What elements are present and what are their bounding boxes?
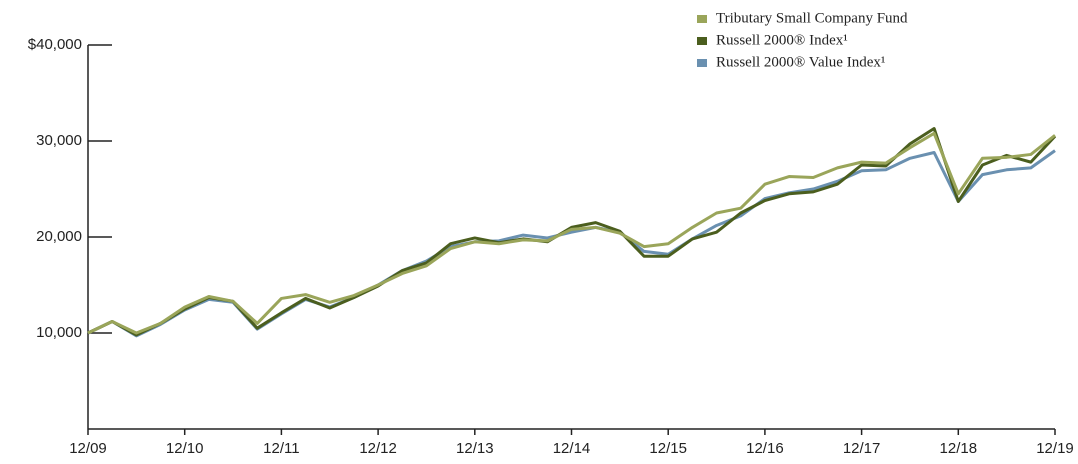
legend-swatch: [697, 37, 707, 45]
legend-swatch: [697, 15, 707, 23]
legend-label: Tributary Small Company Fund: [716, 10, 908, 26]
x-tick-label: 12/12: [359, 440, 397, 457]
y-tick-label: 30,000: [36, 132, 82, 149]
legend-label: Russell 2000® Index¹: [716, 32, 848, 48]
x-tick-label: 12/16: [746, 440, 784, 457]
x-tick-label: 12/14: [553, 440, 591, 457]
series-line: [87, 131, 1056, 335]
x-tick-label: 12/19: [1036, 440, 1074, 457]
x-tick-label: 12/10: [166, 440, 204, 457]
x-tick-label: 12/13: [456, 440, 494, 457]
x-tick-label: 12/18: [940, 440, 978, 457]
y-tick-label: 20,000: [36, 228, 82, 245]
x-tick-label: 12/09: [69, 440, 107, 457]
legend-swatch: [697, 59, 707, 67]
y-tick-label: $40,000: [28, 36, 82, 53]
x-tick-label: 12/15: [649, 440, 687, 457]
y-tick-label: 10,000: [36, 324, 82, 341]
legend-label: Russell 2000® Value Index¹: [716, 54, 885, 70]
x-tick-label: 12/11: [263, 440, 299, 457]
x-tick-label: 12/17: [843, 440, 881, 457]
series-line: [87, 149, 1056, 338]
